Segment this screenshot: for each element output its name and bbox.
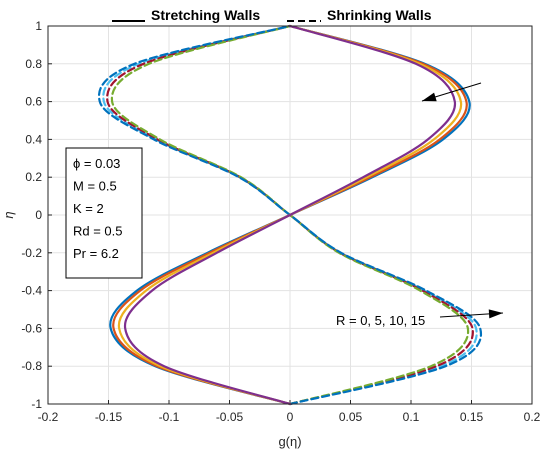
upper-arrow-head [422, 92, 437, 102]
x-tick-label: 0.1 [403, 410, 420, 424]
y-tick-label: -0.4 [21, 284, 42, 298]
y-tick-label: 0.8 [25, 57, 42, 71]
r-values-annotation: R = 0, 5, 10, 15 [336, 313, 425, 328]
tick-labels: -0.2 -0.15 -0.1 -0.05 0 0.05 0.1 0.15 0.2 1 0.8 0.6… [21, 19, 540, 424]
curves [97, 24, 483, 406]
parameter-m: M = 0.5 [73, 179, 117, 194]
parameter-rd: Rd = 0.5 [73, 224, 123, 239]
series-shrinking-r10 [110, 24, 470, 406]
x-tick-label: -0.05 [216, 410, 244, 424]
x-tick-label: 0.15 [460, 410, 484, 424]
legend-stretching-label: Stretching Walls [151, 7, 260, 23]
x-tick-label: -0.15 [95, 410, 123, 424]
x-axis-title: g(η) [278, 434, 301, 449]
x-tick-label: 0.05 [339, 410, 363, 424]
y-tick-label: -0.2 [21, 246, 42, 260]
lower-arrow-head [488, 309, 503, 319]
parameter-phi: ϕ = 0.03 [73, 156, 120, 171]
y-tick-label: 0.2 [25, 170, 42, 184]
y-tick-label: 0.4 [25, 132, 42, 146]
legend-shrinking-label: Shrinking Walls [327, 7, 432, 23]
parameter-box: ϕ = 0.03 M = 0.5 K = 2 Rd = 0.5 Pr = 6.2 [65, 147, 143, 279]
y-tick-label: 1 [35, 19, 42, 33]
x-tick-label: 0 [287, 410, 294, 424]
plot-frame [47, 25, 533, 405]
y-tick-label: -1 [31, 397, 42, 411]
y-tick-label: 0 [35, 208, 42, 222]
trend-arrows [421, 82, 504, 319]
y-axis-title: η [1, 211, 16, 218]
y-tick-label: 0.6 [25, 95, 42, 109]
series-stretching-r15 [124, 24, 456, 406]
x-tick-label: 0.2 [524, 410, 541, 424]
y-tick-label: -0.6 [21, 321, 42, 335]
parameter-box-frame [65, 147, 143, 279]
y-tick-label: -0.8 [21, 359, 42, 373]
parameter-pr: Pr = 6.2 [73, 246, 119, 261]
parameter-k: K = 2 [73, 201, 104, 216]
legend: Stretching Walls Shrinking Walls [112, 7, 432, 23]
x-tick-label: -0.2 [38, 410, 59, 424]
x-tick-label: -0.1 [159, 410, 180, 424]
